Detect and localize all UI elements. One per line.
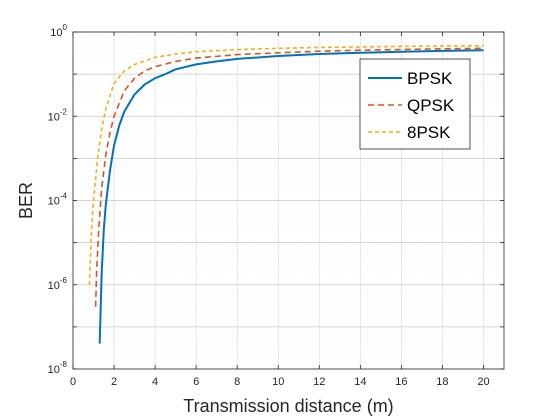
x-axis-label: Transmission distance (m) <box>183 396 393 416</box>
legend-box <box>359 58 471 150</box>
legend-label-qpsk: QPSK <box>407 96 455 115</box>
series-line-bpsk <box>98 49 484 344</box>
x-tick-label: 10 <box>272 376 284 388</box>
x-tick-label: 14 <box>354 376 366 388</box>
legend: BPSK QPSK 8PSK <box>359 58 471 150</box>
x-tick-label: 4 <box>152 376 158 388</box>
ticks <box>72 31 504 370</box>
series-line-8psk <box>88 45 484 285</box>
y-tick-label: 10-2 <box>48 107 68 123</box>
legend-label-bpsk: BPSK <box>407 69 453 88</box>
x-tick-label: 6 <box>193 376 199 388</box>
x-tick-label: 16 <box>395 376 407 388</box>
y-tick-label: 100 <box>50 23 67 39</box>
y-tick-label: 10-8 <box>48 360 68 376</box>
x-tick-label: 12 <box>313 376 325 388</box>
x-tick-label: 8 <box>234 376 240 388</box>
series-line-qpsk <box>94 47 484 307</box>
x-tick-label: 0 <box>70 376 76 388</box>
tick-labels: 0 2 4 6 8 10 12 14 16 18 20 10-8 10-6 10-4 10-2 100 <box>48 23 490 388</box>
x-tick-label: 20 <box>477 376 489 388</box>
x-tick-label: 18 <box>436 376 448 388</box>
legend-label-8psk: 8PSK <box>407 123 451 142</box>
y-tick-label: 10-4 <box>48 192 68 208</box>
series-layer <box>88 45 484 344</box>
y-tick-label: 10-6 <box>48 276 68 292</box>
x-tick-label: 2 <box>111 376 117 388</box>
y-axis-label: BER <box>16 182 36 219</box>
